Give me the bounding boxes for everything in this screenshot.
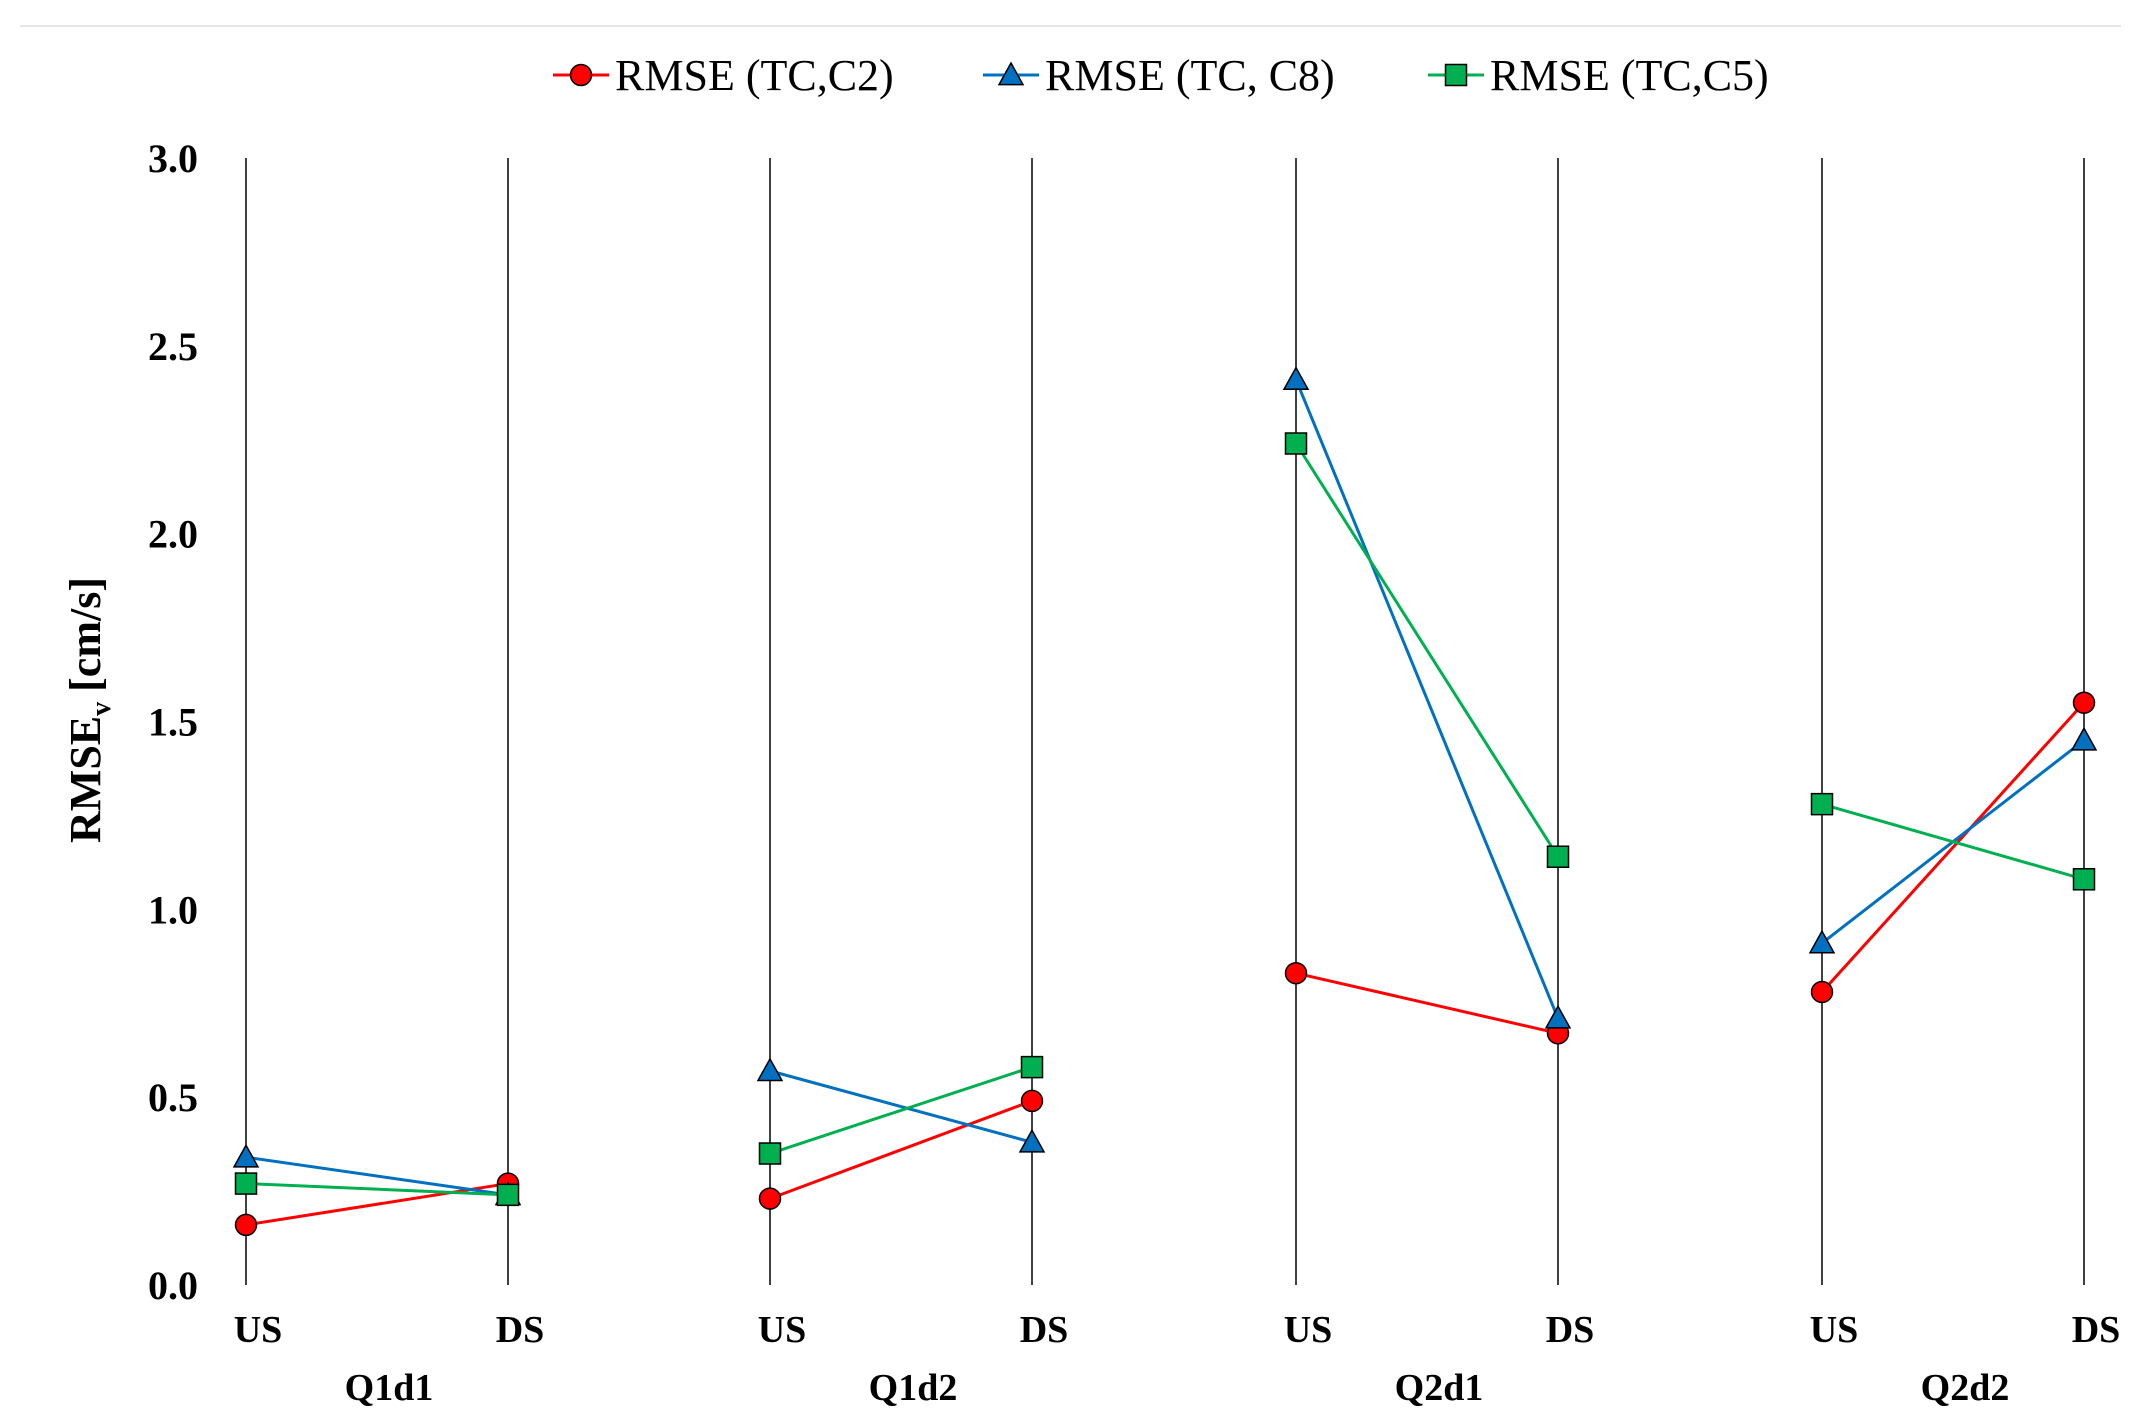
series-markers-square <box>234 432 2096 1207</box>
legend-label: RMSE (TC,C2) <box>615 51 894 100</box>
data-point <box>1808 929 1836 954</box>
series-line-segment <box>1820 701 2086 993</box>
x-category-label: DS <box>1020 1309 1069 1351</box>
data-point <box>234 1172 258 1195</box>
x-group-label: Q2d1 <box>1395 1367 1484 1409</box>
legend-item: RMSE (TC,C5) <box>1428 51 1769 100</box>
data-point <box>758 1187 782 1210</box>
y-tick-label: 0.5 <box>148 1075 198 1120</box>
y-axis-title-subscript: v <box>86 702 117 716</box>
series-line-segment <box>245 1155 509 1197</box>
y-tick-label: 2.0 <box>148 512 198 557</box>
data-point <box>1018 1128 1046 1153</box>
y-axis-title-main: RMSE <box>61 716 110 843</box>
data-point <box>1284 432 1308 455</box>
data-point <box>758 1142 782 1165</box>
series-line-segment <box>245 1182 509 1197</box>
series-square <box>245 442 2085 1197</box>
x-group-label: Q1d2 <box>869 1367 958 1409</box>
legend: RMSE (TC,C2) RMSE (TC, C8) RMSE (TC,C5) <box>553 51 1769 100</box>
data-point <box>1546 845 1570 868</box>
data-point <box>2072 691 2096 714</box>
y-tick-label: 0.0 <box>148 1263 198 1308</box>
series-line-segment <box>1295 971 1559 1035</box>
y-tick-label: 3.0 <box>148 136 198 181</box>
y-tick-label: 1.5 <box>148 700 198 745</box>
legend-marker <box>1444 63 1468 87</box>
x-group-label: Q1d1 <box>345 1367 434 1409</box>
data-point <box>2072 868 2096 891</box>
legend-label: RMSE (TC,C5) <box>1490 51 1769 100</box>
y-axis-title: RMSEv [cm/s] <box>61 577 117 843</box>
category-lines <box>245 158 2085 1285</box>
data-point <box>234 1213 258 1237</box>
series-markers-circle <box>234 691 2096 1237</box>
legend-marker <box>997 61 1025 86</box>
legend-item: RMSE (TC,C2) <box>553 51 894 100</box>
x-category-label: US <box>758 1309 807 1351</box>
series-line-segment <box>769 1065 1033 1155</box>
x-group-label: Q2d2 <box>1921 1367 2010 1409</box>
y-axis-title-unit: [cm/s] <box>61 577 110 692</box>
y-tick-label: 2.5 <box>148 324 198 369</box>
series-line-segment <box>1294 379 1560 1019</box>
legend-marker <box>569 63 593 87</box>
series-line-segment <box>1821 802 2085 881</box>
x-category-label: US <box>1284 1309 1333 1351</box>
data-point <box>1544 1004 1572 1029</box>
x-category-label: US <box>1810 1309 1859 1351</box>
x-category-label: DS <box>1546 1309 1595 1351</box>
data-point <box>1282 366 1310 390</box>
series-markers-triangle <box>232 366 2098 1206</box>
y-tick-label: 1.0 <box>148 887 198 932</box>
x-category-label: US <box>234 1309 283 1351</box>
data-point <box>496 1183 520 1207</box>
series-line-segment <box>769 1099 1033 1201</box>
legend-label: RMSE (TC, C8) <box>1045 51 1335 100</box>
legend-item: RMSE (TC, C8) <box>983 51 1335 100</box>
series-layer <box>232 366 2098 1237</box>
x-category-label: DS <box>2072 1309 2121 1351</box>
series-circle <box>245 701 2086 1227</box>
data-point <box>1020 1055 1044 1079</box>
series-triangle <box>245 379 2085 1197</box>
data-point <box>1284 961 1308 985</box>
data-point <box>1810 980 1834 1004</box>
series-line-segment <box>245 1182 509 1227</box>
data-point <box>1810 792 1834 816</box>
series-line-segment <box>769 1069 1033 1144</box>
data-point <box>2070 726 2098 751</box>
y-axis: 0.0 0.5 1.0 1.5 2.0 2.5 3.0 <box>148 136 198 1308</box>
x-axis: US DS Q1d1 US DS Q1d2 US DS Q2d1 US DS Q2d2 <box>234 1309 2121 1409</box>
data-point <box>1020 1089 1044 1113</box>
data-point <box>756 1057 784 1082</box>
data-point <box>232 1143 260 1168</box>
series-line-segment <box>1294 442 1560 858</box>
x-category-label: DS <box>496 1309 545 1351</box>
